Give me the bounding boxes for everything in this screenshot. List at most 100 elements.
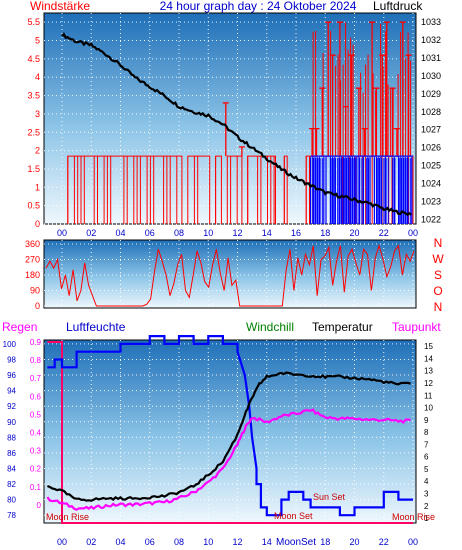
compass-letter: O (433, 284, 442, 298)
direction-tick-label: 90 (30, 286, 40, 296)
pressure-axis: 1022 1023 1024 1025 1026 1027 1028 1029 1030 1031… (421, 17, 441, 225)
pressure-tick-label: 1025 (421, 161, 441, 171)
x-tick-label: 10 (203, 228, 213, 238)
x-tick-label: 14 (262, 228, 272, 238)
pressure-tick-label: 1031 (421, 53, 441, 63)
legend-regen: Regen (2, 320, 37, 334)
humidity-tick-label: 82 (7, 480, 16, 489)
x-tick-label: 20 (349, 537, 359, 547)
x-tick-label: 18 (320, 537, 330, 547)
pressure-tick-label: 1026 (421, 143, 441, 153)
temperature-tick-label: 13 (424, 367, 433, 376)
humidity-line (47, 335, 413, 517)
legend-row: Regen Luftfeuchte Windchill Temperatur T… (2, 320, 441, 334)
gust-overlay (313, 158, 411, 224)
compass-letter: W (432, 252, 444, 266)
x-tick-label: 06 (145, 537, 155, 547)
wind-bars (193, 156, 199, 224)
panel-1-x-axis: 00 02 04 06 08 10 12 14 16 18 20 22 00 (57, 228, 418, 238)
legend-windchill: Windchill (246, 320, 294, 334)
x-tick-label: 04 (115, 228, 125, 238)
compass-letter: N (434, 300, 443, 314)
x-tick-label: 22 (379, 537, 389, 547)
wind-segment (187, 155, 211, 224)
x-tick-label: 00 (57, 537, 67, 547)
legend-temperatur: Temperatur (312, 320, 373, 334)
compass-letter: S (434, 268, 442, 282)
temperature-tick-label: 1 (424, 514, 429, 523)
panel-2-grid (44, 240, 416, 308)
temperature-tick-label: 7 (424, 440, 429, 449)
temperature-tick-label: 6 (424, 453, 429, 462)
x-tick-label: 02 (86, 228, 96, 238)
pressure-tick-label: 1022 (421, 215, 441, 225)
legend-luftfeuchte: Luftfeuchte (66, 320, 126, 334)
x-tick-label: 12 (232, 228, 242, 238)
pressure-tick-label: 1032 (421, 35, 441, 45)
wind-bars (230, 156, 238, 224)
rain-tick-label: 0.4 (30, 429, 42, 438)
x-tick-label: 12 (232, 537, 242, 547)
wind-direction-line (45, 243, 415, 307)
rain-tick-label: 0.8 (30, 356, 42, 365)
temperature-line (46, 371, 411, 502)
temperature-tick-label: 4 (424, 477, 429, 486)
humidity-tick-label: 100 (3, 340, 17, 349)
wind-tick-label: 2.5 (27, 127, 40, 137)
wind-tick-label: 4.5 (27, 54, 40, 64)
x-tick-label: 10 (203, 537, 213, 547)
pressure-tick-label: 1030 (421, 71, 441, 81)
temperature-tick-label: 8 (424, 428, 429, 437)
rain-axis: 0 0.1 0.2 0.3 0.4 0.5 0.6 0.7 0.8 0.9 (30, 338, 42, 510)
humidity-tick-label: 90 (7, 418, 16, 427)
x-tick-label: 04 (115, 537, 125, 547)
rain-tick-label: 0.6 (30, 392, 42, 401)
x-tick-label: 00 (408, 537, 418, 547)
dewpoint-line (46, 408, 411, 511)
temperature-tick-label: 2 (424, 502, 429, 511)
humidity-axis: 78 80 82 84 86 88 90 92 94 96 98 100 (3, 340, 17, 520)
wind-segment (226, 155, 243, 224)
annotation-moon-set-axis: MoonSet (276, 537, 316, 548)
wind-tick-label: 3.5 (27, 91, 40, 101)
rain-tick-label: 0.7 (30, 374, 42, 383)
direction-tick-label: 180 (25, 270, 40, 280)
humidity-tick-label: 98 (7, 355, 16, 364)
wind-tick-label: 1.5 (27, 164, 40, 174)
x-tick-label: 00 (57, 228, 67, 238)
rain-tick-label: 0.2 (30, 465, 42, 474)
rain-line (47, 341, 413, 524)
header-left: Windstärke (30, 0, 90, 13)
header-right: Luftdruck (373, 0, 423, 13)
rain-tick-label: 0.3 (30, 447, 42, 456)
rain-tick-label: 0.9 (30, 338, 42, 347)
humidity-tick-label: 96 (7, 371, 16, 380)
temperature-tick-label: 5 (424, 465, 429, 474)
pressure-tick-label: 1033 (421, 17, 441, 27)
wind-tick-label: 5.5 (27, 17, 40, 27)
compass-letter: N (434, 236, 443, 250)
wind-speed-axis: 0 0.5 1 1.5 2 2.5 3 3.5 4 4.5 5 5.5 (27, 17, 40, 229)
pressure-tick-label: 1023 (421, 197, 441, 207)
wind-tick-label: 3 (35, 109, 40, 119)
temperature-tick-label: 10 (424, 404, 433, 413)
x-tick-label: 14 (262, 537, 272, 547)
humidity-tick-label: 84 (7, 464, 16, 473)
x-tick-label: 02 (86, 537, 96, 547)
humidity-tick-label: 86 (7, 449, 16, 458)
wind-tick-label: 2 (35, 146, 40, 156)
x-tick-label: 08 (174, 228, 184, 238)
wind-gust-peaks (312, 22, 412, 157)
rain-tick-label: 0 (37, 501, 42, 510)
annotation-moon-set: Moon Set (274, 511, 313, 521)
humidity-tick-label: 88 (7, 433, 16, 442)
wind-tick-label: 5 (35, 36, 40, 46)
wind-bars (247, 156, 275, 224)
pressure-line (61, 32, 412, 216)
header-center: 24 hour graph day : 24 Oktober 2024 (160, 0, 357, 13)
panel-3-x-axis: 00 02 04 06 08 10 12 14 18 20 22 00 (57, 537, 418, 547)
